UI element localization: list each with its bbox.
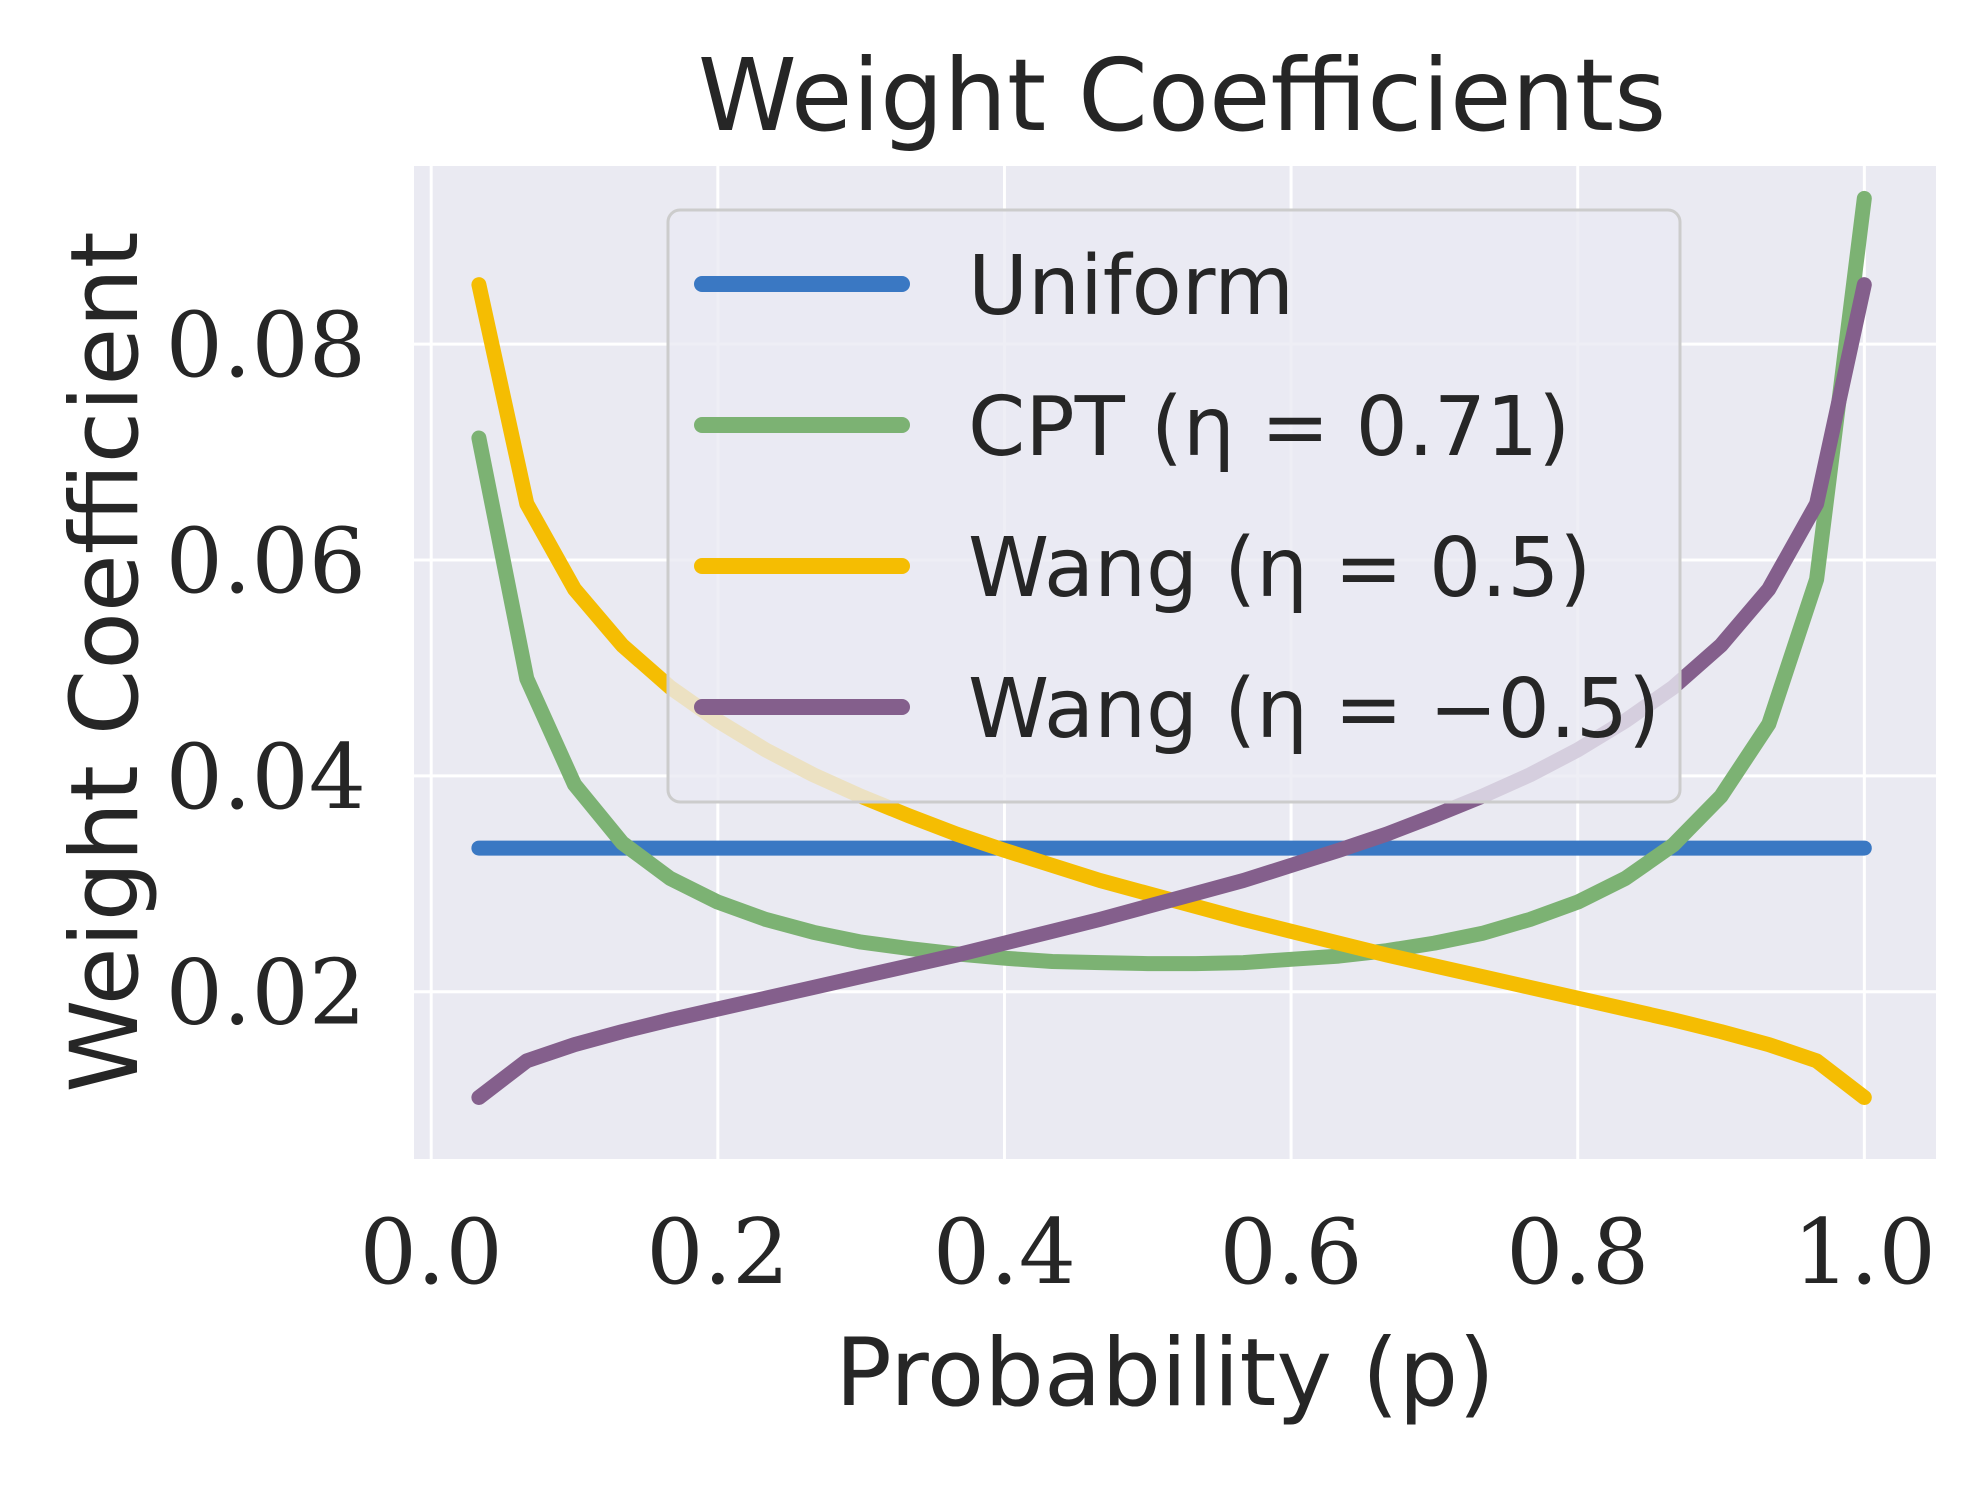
y-tick-label-1: 0.04 xyxy=(166,725,366,830)
y-axis-ticks: 0.02 0.04 0.06 0.08 xyxy=(166,293,366,1046)
x-tick-label-4: 0.8 xyxy=(1506,1200,1649,1305)
y-axis-label: Weight Coefficient xyxy=(51,231,160,1092)
legend: Uniform CPT (η = 0.71) Wang (η = 0.5) Wang … xyxy=(666,208,1682,804)
x-axis-label: Probability (p) xyxy=(835,1319,1495,1428)
series-line-1 xyxy=(471,190,1872,972)
x-axis-ticks: 0.0 0.2 0.4 0.6 0.8 1.0 xyxy=(360,1200,1936,1305)
x-tick-label-5: 1.0 xyxy=(1793,1200,1936,1305)
y-tick-label-3: 0.08 xyxy=(166,293,366,398)
x-tick-label-0: 0.0 xyxy=(360,1200,503,1305)
x-tick-label-1: 0.2 xyxy=(646,1200,789,1305)
legend-box xyxy=(666,208,1682,804)
legend-label-0: Uniform xyxy=(968,239,1294,334)
y-tick-label-0: 0.02 xyxy=(166,941,366,1046)
legend-label-3: Wang (η = −0.5) xyxy=(968,662,1660,757)
legend-label-1: CPT (η = 0.71) xyxy=(968,380,1570,475)
chart-title: Weight Coefficients xyxy=(698,37,1666,154)
y-tick-label-2: 0.06 xyxy=(166,509,366,614)
x-tick-label-2: 0.4 xyxy=(933,1200,1076,1305)
x-tick-label-3: 0.6 xyxy=(1220,1200,1363,1305)
legend-label-2: Wang (η = 0.5) xyxy=(968,521,1591,616)
